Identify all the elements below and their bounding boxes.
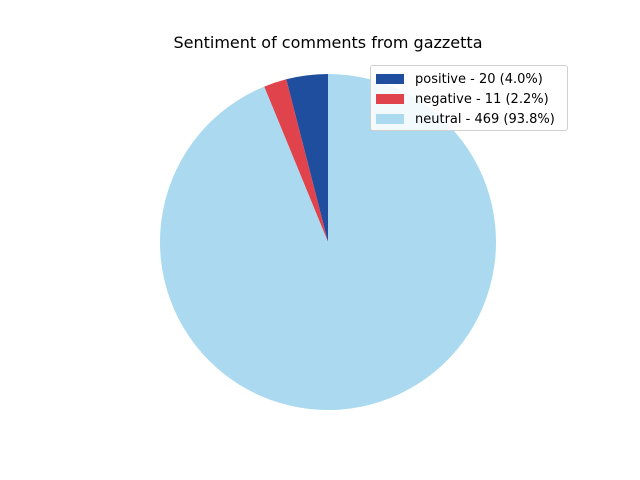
legend-item-positive: positive - 20 (4.0%) xyxy=(376,69,567,89)
legend-item-neutral: neutral - 469 (93.8%) xyxy=(376,109,567,129)
chart-title: Sentiment of comments from gazzetta xyxy=(173,33,483,52)
pie-slice-neutral xyxy=(160,74,497,410)
legend-label-neutral: neutral - 469 (93.8%) xyxy=(415,111,555,127)
legend-label-negative: negative - 11 (2.2%) xyxy=(415,91,549,107)
legend-swatch-negative xyxy=(376,94,404,104)
legend-label-positive: positive - 20 (4.0%) xyxy=(415,71,543,87)
legend-swatch-neutral xyxy=(376,114,404,124)
pie-slice-negative xyxy=(264,79,328,242)
legend-swatch-positive xyxy=(376,74,404,84)
chart-legend: positive - 20 (4.0%) negative - 11 (2.2%… xyxy=(370,65,568,131)
legend-item-negative: negative - 11 (2.2%) xyxy=(376,89,567,109)
pie-slices xyxy=(160,74,497,410)
pie-slice-positive xyxy=(286,74,328,242)
